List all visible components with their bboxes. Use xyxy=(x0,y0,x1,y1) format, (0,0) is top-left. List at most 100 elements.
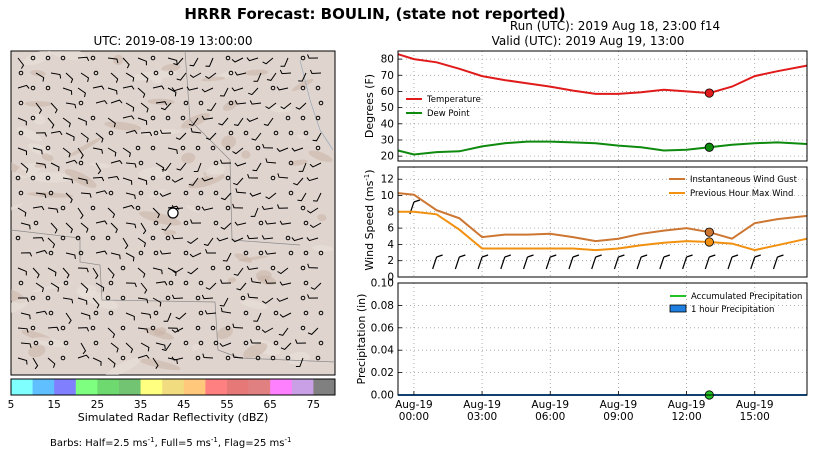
wind-barb xyxy=(220,192,232,201)
colorbar-swatch xyxy=(162,379,185,395)
y-tick-label: 80 xyxy=(381,54,394,66)
wind-barb xyxy=(216,237,229,242)
wind-barb xyxy=(47,357,56,368)
wind-barb xyxy=(92,357,102,366)
wind-barb xyxy=(249,100,262,105)
wind-barb xyxy=(17,57,25,69)
wind-barb xyxy=(92,176,105,182)
calm-wind-marker xyxy=(183,280,189,286)
wind-barb xyxy=(35,102,43,114)
colorbar-swatch xyxy=(97,379,120,395)
station-wind-barb xyxy=(750,254,761,270)
terrain-shade xyxy=(291,78,314,92)
wind-barb xyxy=(77,177,88,185)
station-wind-barb xyxy=(704,254,716,270)
calm-wind-marker xyxy=(243,310,249,316)
y-tick-label: 30 xyxy=(381,134,394,146)
calm-wind-marker xyxy=(183,340,189,346)
legend-entry: Dew Point xyxy=(427,109,470,119)
calm-wind-marker xyxy=(303,310,309,316)
wind-barb xyxy=(171,327,184,333)
wind-barbs xyxy=(15,54,324,370)
legend: Temperature Dew Point xyxy=(406,95,481,119)
wind-barb xyxy=(190,127,202,134)
wind-barb xyxy=(32,237,45,242)
wind-barb xyxy=(246,57,259,62)
wind-barb xyxy=(137,117,148,125)
series-line-1 xyxy=(397,140,808,156)
station-wind-barb xyxy=(613,254,625,270)
calm-wind-marker xyxy=(150,235,156,241)
terrain-shade xyxy=(181,152,196,164)
precip-ylabel: Precipitation (in) xyxy=(355,294,368,385)
wind-barb xyxy=(17,357,28,365)
wind-barb xyxy=(32,205,45,211)
wind-barb xyxy=(246,265,259,271)
calm-wind-marker xyxy=(225,205,231,211)
wind-barb xyxy=(20,342,32,348)
wind-barb xyxy=(231,87,244,92)
station-wind-barbs xyxy=(409,199,784,270)
wind-barb xyxy=(95,282,105,292)
wind-barb xyxy=(35,192,47,199)
wind-barb xyxy=(253,72,262,82)
wind-barb xyxy=(173,57,184,66)
wind-barb xyxy=(218,117,229,126)
colorbar-tick-label: 65 xyxy=(264,399,277,411)
wind-barb xyxy=(309,162,322,168)
x-tick-label-time: 00:00 xyxy=(399,411,429,423)
calm-wind-marker xyxy=(195,205,201,211)
calm-wind-marker xyxy=(270,265,276,271)
wind-barb xyxy=(50,162,60,172)
wind-barb xyxy=(190,219,202,224)
calm-wind-marker xyxy=(270,175,276,181)
terrain-shade xyxy=(154,327,167,336)
terrain-shade xyxy=(16,126,42,142)
figure-title: HRRR Forecast: BOULIN, (state not report… xyxy=(184,5,565,23)
y-tick-label: 0.08 xyxy=(371,300,394,312)
terrain-shade xyxy=(41,153,54,162)
wind-barb xyxy=(92,267,99,280)
terrain-shade xyxy=(191,343,200,351)
wind-barb xyxy=(152,267,163,275)
x-tick-label-time: 03:00 xyxy=(467,411,497,423)
calm-wind-marker xyxy=(168,280,174,286)
wind-barb xyxy=(137,354,150,359)
wind-barb xyxy=(205,57,214,67)
wind-barb xyxy=(62,177,74,184)
calm-wind-marker xyxy=(48,250,54,256)
wind-barb xyxy=(205,282,217,290)
colorbar-swatch xyxy=(140,379,163,395)
wind-barb xyxy=(65,72,74,84)
calm-wind-marker xyxy=(198,190,204,196)
wind-barb xyxy=(107,207,116,219)
wind-barb xyxy=(159,250,172,255)
station-marker xyxy=(167,207,179,219)
calm-wind-marker xyxy=(225,55,231,61)
terrain-shade xyxy=(28,344,46,358)
y-tick-label: 0.04 xyxy=(371,345,395,357)
wind-barb xyxy=(65,252,76,259)
calm-wind-marker xyxy=(273,310,279,316)
wind-barb xyxy=(279,312,292,318)
wind-barb xyxy=(17,207,27,217)
wind-barb xyxy=(107,327,116,339)
wind-barb xyxy=(65,222,73,234)
wind-barb xyxy=(188,117,199,126)
wind-barb xyxy=(95,250,108,255)
terrain-shade xyxy=(221,135,237,149)
calm-wind-marker xyxy=(258,220,264,226)
x-tick-label-date: Aug-19 xyxy=(668,399,706,411)
plot-area xyxy=(398,167,807,277)
x-tick-label-time: 12:00 xyxy=(671,411,701,423)
wind-barb xyxy=(122,204,135,210)
calm-wind-marker xyxy=(90,325,96,331)
calm-wind-marker xyxy=(285,235,291,241)
calm-wind-marker xyxy=(153,70,159,76)
wind-barb xyxy=(77,297,88,305)
calm-wind-marker xyxy=(243,340,249,346)
colorbar-swatch xyxy=(313,379,336,395)
station-wind-barb xyxy=(772,254,784,270)
wind-barb xyxy=(298,72,307,82)
calm-wind-marker xyxy=(150,55,156,61)
